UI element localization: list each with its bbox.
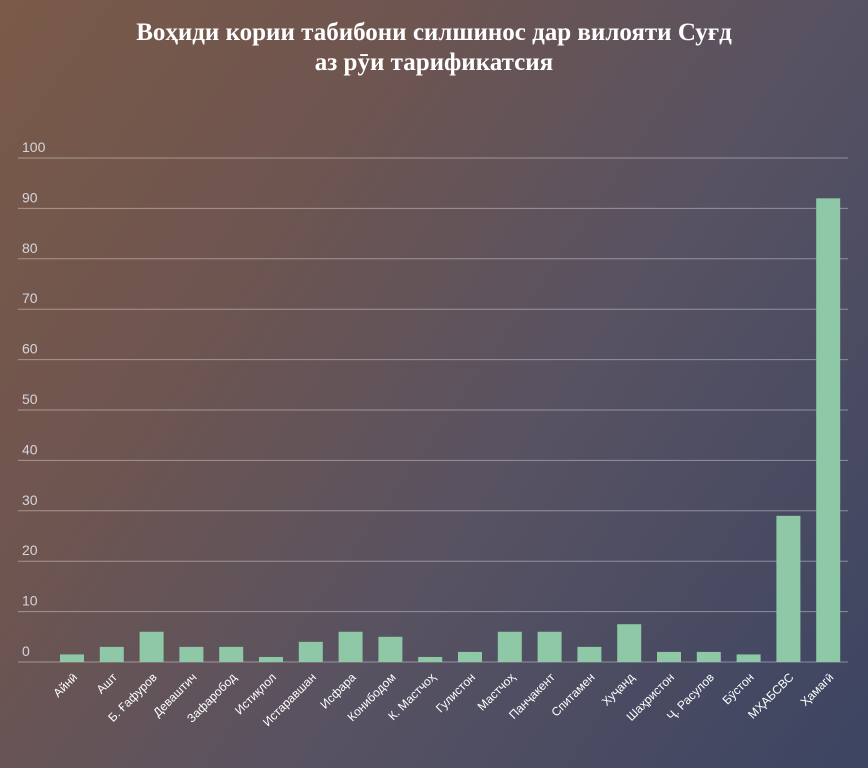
x-category-label: Бӯстон <box>720 670 757 707</box>
y-axis-tick-labels: 0 10 20 30 40 50 60 70 80 90 100 <box>22 139 46 659</box>
y-tick-label: 0 <box>22 643 30 659</box>
y-tick-label: 50 <box>22 391 38 407</box>
bar <box>617 624 642 662</box>
bar <box>577 646 602 662</box>
y-tick-label: 30 <box>22 492 38 508</box>
y-tick-label: 60 <box>22 341 38 357</box>
x-category-label: Ҳамагӣ <box>798 670 837 709</box>
bar <box>99 646 124 662</box>
y-tick-label: 70 <box>22 290 38 306</box>
x-category-label: Гулистон <box>433 670 478 715</box>
bar <box>338 631 363 662</box>
bar <box>298 641 323 662</box>
x-category-label: Спитамен <box>548 670 597 719</box>
bar <box>497 631 522 662</box>
bars <box>60 198 841 662</box>
bar <box>537 631 562 662</box>
bar <box>378 636 403 662</box>
bar <box>736 654 761 662</box>
y-tick-label: 80 <box>22 240 38 256</box>
bar <box>696 651 721 662</box>
bar <box>776 515 801 662</box>
bar <box>259 656 283 662</box>
x-category-label: Хуҷанд <box>599 670 637 708</box>
y-tick-label: 20 <box>22 542 38 558</box>
y-tick-label: 10 <box>22 593 38 609</box>
chart-title: Воҳиди кории табибони силшинос дар вилоя… <box>0 18 868 78</box>
bar <box>179 646 204 662</box>
bar <box>816 198 841 662</box>
x-category-label: Айнӣ <box>50 670 80 700</box>
y-tick-label: 90 <box>22 189 38 205</box>
bar <box>219 646 244 662</box>
bar <box>139 631 164 662</box>
x-category-label: Ашт <box>94 670 121 697</box>
bar <box>418 656 443 662</box>
grid-lines <box>18 157 848 663</box>
bar <box>60 654 84 662</box>
y-tick-label: 40 <box>22 441 38 457</box>
bar <box>657 651 681 662</box>
y-tick-label: 100 <box>22 139 46 155</box>
bar <box>458 651 482 662</box>
chart-title-line-2: аз рӯи тарификатсия <box>314 49 554 76</box>
chart-title-line-1: Воҳиди кории табибони силшинос дар вилоя… <box>136 19 732 46</box>
